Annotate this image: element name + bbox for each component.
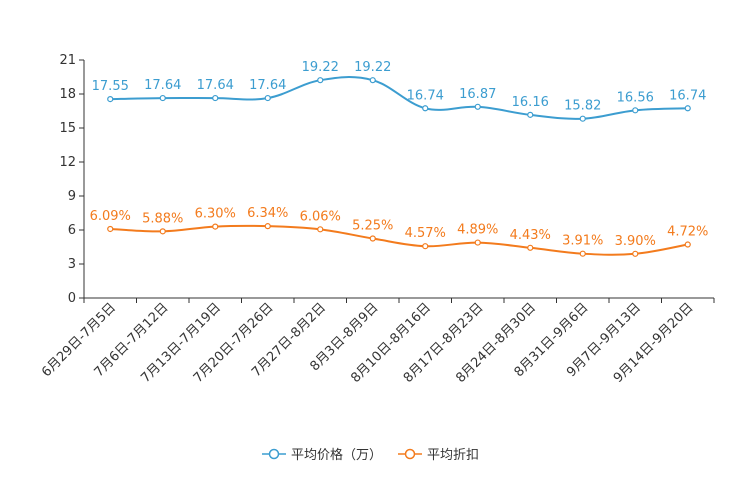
- data-label: 16.87: [459, 87, 496, 102]
- data-point: [107, 95, 114, 103]
- data-point: [527, 111, 534, 118]
- data-point: [369, 235, 376, 242]
- data-point: [632, 250, 639, 257]
- legend: 平均价格（万） 平均折扣: [262, 447, 479, 463]
- data-label: 17.55: [92, 79, 129, 94]
- data-point: [527, 244, 534, 251]
- series-line: [110, 76, 688, 120]
- series-layer: 17.55 17.64 17.64 17.64 19.22 19.22 16.74 16.87…: [90, 60, 708, 257]
- y-tick-label: 3: [68, 257, 76, 272]
- legend-marker: [268, 448, 280, 460]
- data-point: [159, 228, 166, 235]
- data-label: 19.22: [302, 60, 339, 75]
- y-tick-label: 18: [59, 87, 76, 102]
- legend-item-avg-discount: 平均折扣: [398, 448, 479, 463]
- data-point: [317, 77, 324, 84]
- data-point: [684, 105, 691, 112]
- data-label: 4.57%: [405, 226, 446, 241]
- data-label: 6.06%: [300, 209, 341, 224]
- data-point: [474, 239, 481, 246]
- data-point: [212, 223, 219, 230]
- data-label: 4.89%: [457, 223, 498, 238]
- data-label: 6.30%: [195, 207, 236, 222]
- legend-marker: [404, 448, 416, 460]
- data-label: 3.90%: [615, 234, 656, 249]
- data-label: 16.74: [407, 88, 444, 103]
- data-label: 17.64: [249, 78, 286, 93]
- data-point: [422, 105, 429, 112]
- data-label: 17.64: [144, 78, 181, 93]
- data-point: [369, 77, 376, 84]
- data-label: 15.82: [564, 99, 601, 114]
- data-label: 6.34%: [247, 206, 288, 221]
- data-label: 4.43%: [510, 228, 551, 243]
- data-label: 16.56: [617, 90, 654, 105]
- legend-label: 平均折扣: [427, 448, 479, 463]
- data-point: [159, 94, 166, 102]
- data-point: [264, 223, 271, 230]
- data-label: 19.22: [354, 60, 391, 75]
- data-point: [107, 225, 114, 233]
- series-avg-price: 17.55 17.64 17.64 17.64 19.22 19.22 16.74 16.87…: [92, 60, 706, 122]
- series-avg-discount: 6.09% 5.88% 6.30% 6.34% 6.06% 5.25% 4.57% 4.89%…: [90, 206, 708, 257]
- data-point: [474, 103, 481, 110]
- data-label: 16.74: [669, 88, 706, 103]
- y-tick-label: 15: [59, 121, 76, 136]
- data-point: [264, 94, 271, 102]
- data-point: [422, 243, 429, 250]
- legend-item-avg-price: 平均价格（万）: [262, 447, 382, 463]
- data-label: 17.64: [197, 78, 234, 93]
- data-label: 3.91%: [562, 234, 603, 249]
- y-tick-label: 6: [68, 223, 76, 238]
- y-tick-label: 12: [59, 155, 76, 170]
- data-point: [632, 107, 639, 114]
- data-point: [579, 115, 586, 122]
- data-point: [684, 241, 691, 248]
- data-label: 16.16: [512, 95, 549, 110]
- data-label: 5.88%: [142, 211, 183, 226]
- data-label: 6.09%: [90, 209, 131, 224]
- data-point: [212, 94, 219, 102]
- y-tick-label: 0: [68, 291, 76, 306]
- data-point: [579, 250, 586, 257]
- legend-label: 平均价格（万）: [291, 447, 382, 463]
- data-label: 5.25%: [352, 219, 393, 234]
- series-line: [110, 224, 688, 256]
- y-tick-label: 21: [59, 53, 76, 68]
- data-label: 4.72%: [667, 225, 708, 240]
- data-point: [317, 226, 324, 233]
- y-tick-label: 9: [68, 189, 76, 204]
